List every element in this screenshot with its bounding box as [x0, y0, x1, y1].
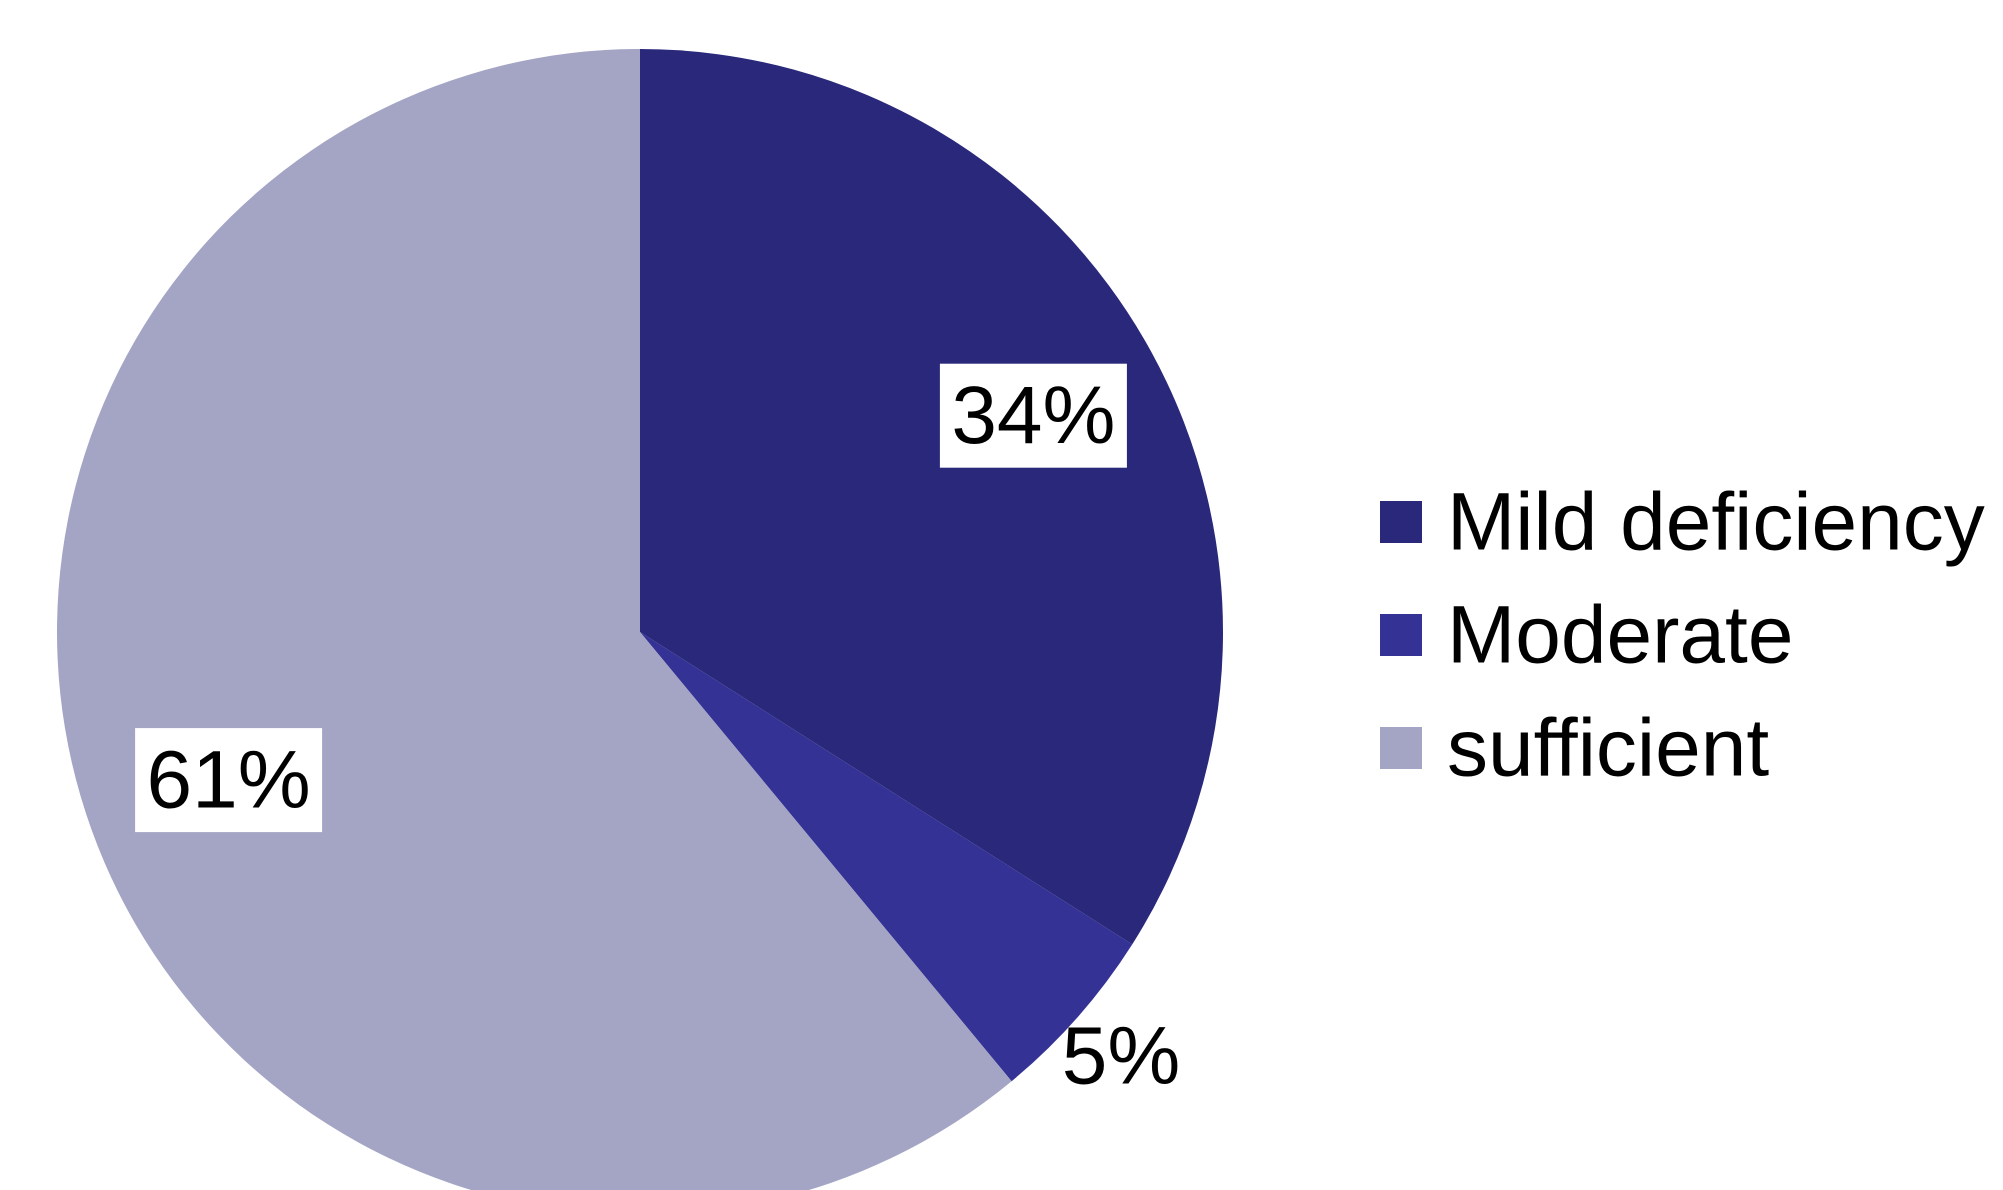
pie-slices: [57, 49, 1223, 1190]
legend-label-mild-deficiency: Mild deficiency: [1447, 477, 1985, 568]
legend-item-sufficient: sufficient: [1380, 703, 1769, 794]
data-label-box-mild-deficiency: [939, 363, 1127, 468]
legend-item-moderate: Moderate: [1380, 590, 1793, 681]
legend: Mild deficiency Moderate sufficient: [1380, 477, 1985, 794]
data-label-text-mild-deficiency: 34%: [951, 370, 1115, 461]
pie-slice-sufficient: [57, 49, 1012, 1190]
legend-swatch-sufficient: [1380, 727, 1422, 769]
data-label-text-sufficient: 61%: [147, 735, 311, 826]
data-label-text-moderate: 5%: [1062, 1011, 1181, 1102]
data-label-moderate: 5%: [1062, 1011, 1181, 1102]
legend-label-moderate: Moderate: [1447, 590, 1793, 681]
legend-label-sufficient: sufficient: [1447, 703, 1769, 794]
pie-slice-moderate: [640, 632, 1133, 1082]
legend-item-mild-deficiency: Mild deficiency: [1380, 477, 1985, 568]
pie-data-labels: 34% 5% 61%: [135, 363, 1181, 1102]
data-label-box-sufficient: [135, 728, 323, 833]
pie-slice-mild-deficiency: [640, 49, 1223, 945]
data-label-sufficient: 61%: [135, 728, 323, 833]
legend-swatch-mild-deficiency: [1380, 501, 1422, 543]
data-label-mild-deficiency: 34%: [939, 363, 1127, 468]
legend-swatch-moderate: [1380, 614, 1422, 656]
